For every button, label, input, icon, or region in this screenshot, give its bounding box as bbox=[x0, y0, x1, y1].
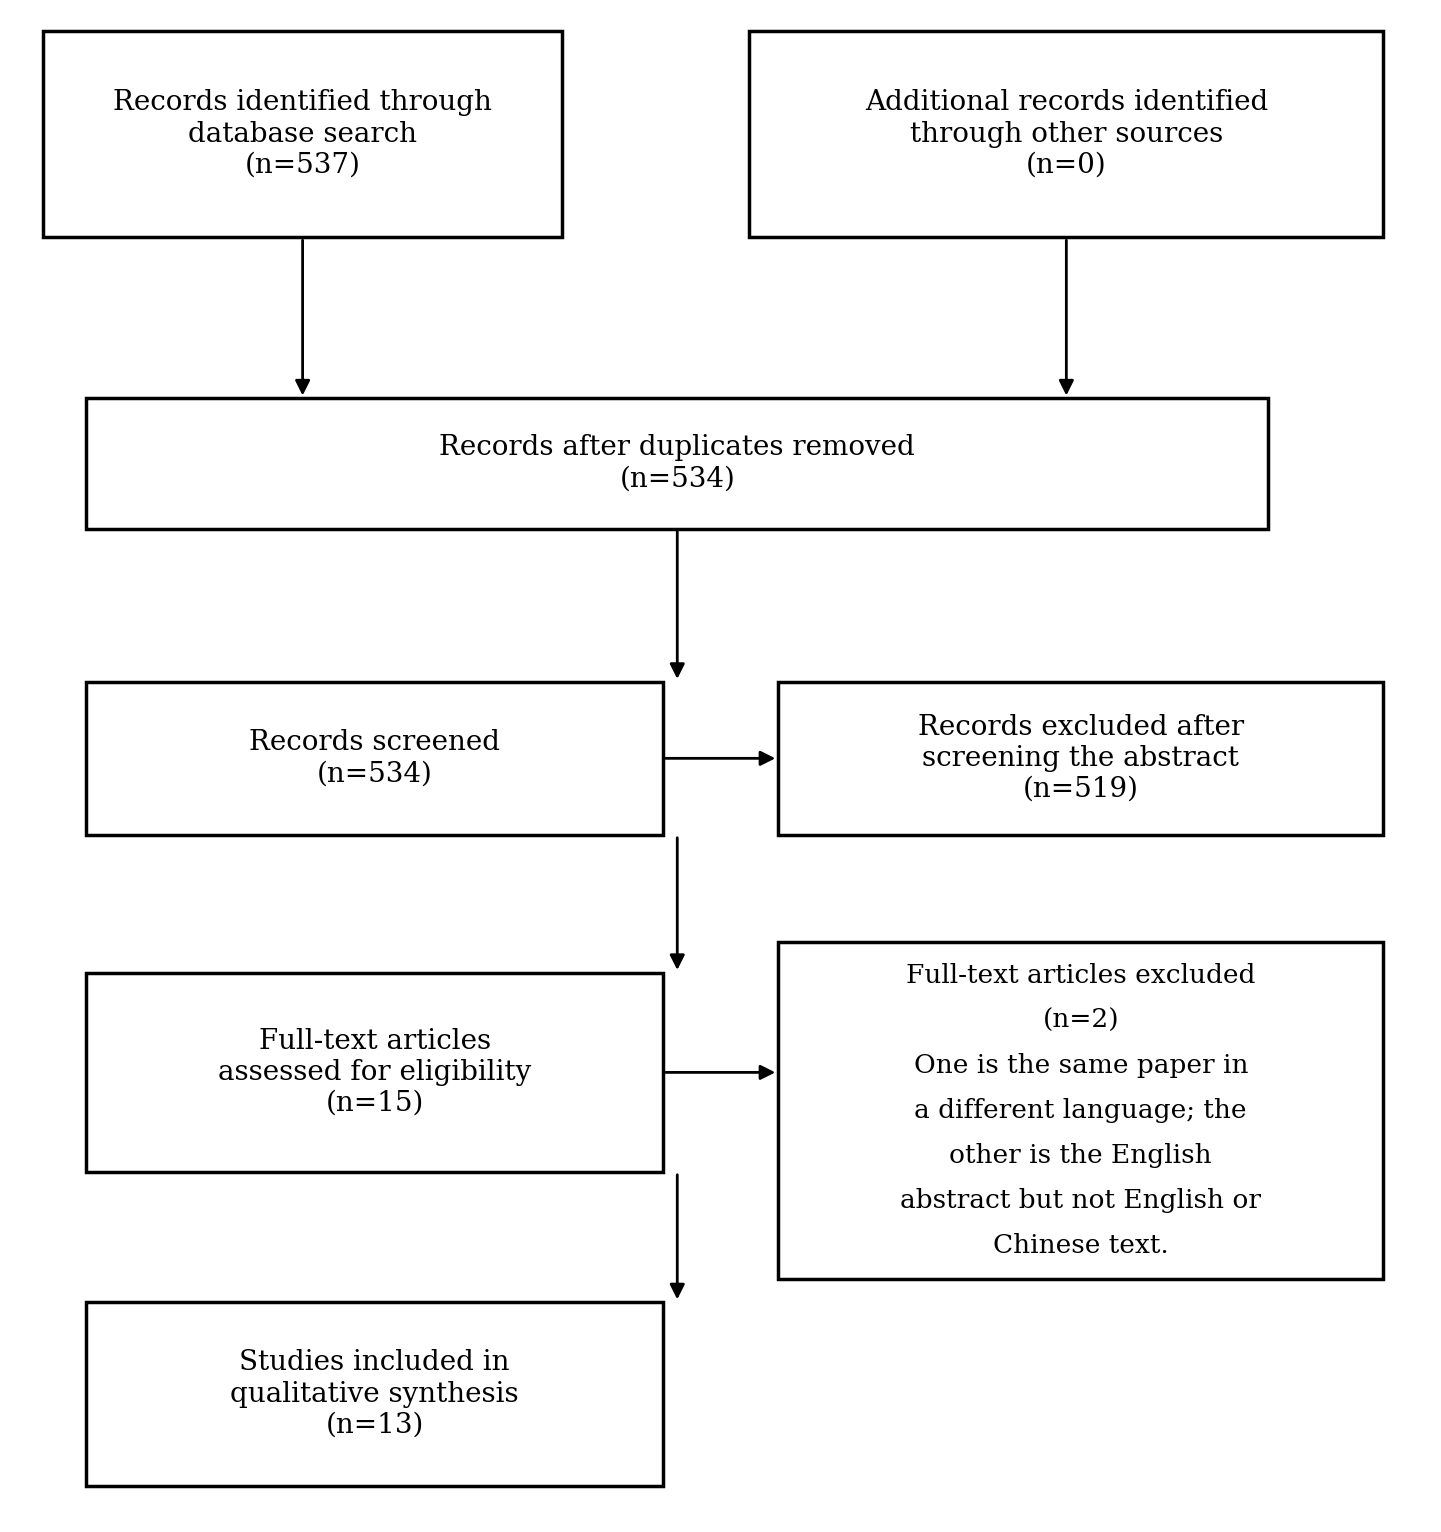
Text: Full-text articles excluded: Full-text articles excluded bbox=[906, 964, 1255, 988]
Text: Studies included in
qualitative synthesis
(n=13): Studies included in qualitative synthesi… bbox=[231, 1350, 519, 1439]
Text: One is the same paper in: One is the same paper in bbox=[914, 1054, 1248, 1079]
FancyBboxPatch shape bbox=[86, 398, 1268, 529]
FancyBboxPatch shape bbox=[86, 973, 663, 1172]
FancyBboxPatch shape bbox=[86, 682, 663, 835]
Text: a different language; the: a different language; the bbox=[915, 1098, 1246, 1123]
Text: abstract but not English or: abstract but not English or bbox=[901, 1189, 1261, 1213]
FancyBboxPatch shape bbox=[86, 1302, 663, 1486]
Text: Additional records identified
through other sources
(n=0): Additional records identified through ot… bbox=[865, 89, 1268, 179]
FancyBboxPatch shape bbox=[43, 31, 562, 237]
Text: Chinese text.: Chinese text. bbox=[993, 1233, 1169, 1258]
Text: Full-text articles
assessed for eligibility
(n=15): Full-text articles assessed for eligibil… bbox=[218, 1028, 532, 1117]
Text: (n=2): (n=2) bbox=[1042, 1008, 1120, 1033]
FancyBboxPatch shape bbox=[778, 942, 1383, 1279]
FancyBboxPatch shape bbox=[749, 31, 1383, 237]
Text: Records after duplicates removed
(n=534): Records after duplicates removed (n=534) bbox=[440, 435, 915, 492]
Text: Records screened
(n=534): Records screened (n=534) bbox=[249, 729, 500, 787]
Text: other is the English: other is the English bbox=[950, 1143, 1212, 1167]
Text: Records identified through
database search
(n=537): Records identified through database sear… bbox=[114, 89, 491, 179]
Text: Records excluded after
screening the abstract
(n=519): Records excluded after screening the abs… bbox=[918, 714, 1244, 803]
FancyBboxPatch shape bbox=[778, 682, 1383, 835]
